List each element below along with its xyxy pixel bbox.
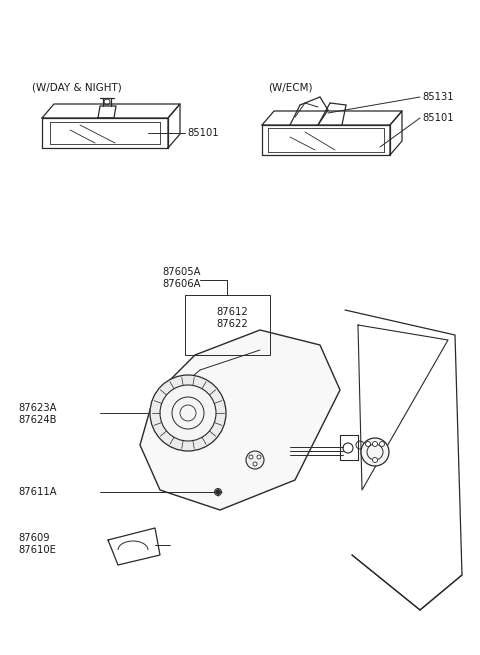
Circle shape <box>150 375 226 451</box>
Text: 87624B: 87624B <box>18 415 57 425</box>
Text: (W/ECM): (W/ECM) <box>268 83 312 93</box>
Text: (W/DAY & NIGHT): (W/DAY & NIGHT) <box>32 83 122 93</box>
Circle shape <box>257 455 261 459</box>
Text: 87610E: 87610E <box>18 545 56 555</box>
Circle shape <box>372 457 377 462</box>
Bar <box>185 295 270 355</box>
Text: 87612: 87612 <box>216 307 248 317</box>
Text: 87611A: 87611A <box>18 487 57 497</box>
Text: 87623A: 87623A <box>18 403 57 413</box>
Text: 87605A: 87605A <box>162 267 201 277</box>
Text: 87622: 87622 <box>216 319 248 329</box>
Text: 85131: 85131 <box>422 92 454 102</box>
Circle shape <box>246 451 264 469</box>
Circle shape <box>253 462 257 466</box>
Text: 87606A: 87606A <box>162 279 201 289</box>
Polygon shape <box>140 330 340 510</box>
Circle shape <box>380 441 384 447</box>
Circle shape <box>160 385 216 441</box>
Circle shape <box>372 441 377 447</box>
Circle shape <box>365 441 371 447</box>
Text: 85101: 85101 <box>187 128 218 138</box>
Circle shape <box>216 489 220 495</box>
Circle shape <box>249 455 253 459</box>
Text: 87609: 87609 <box>18 533 49 543</box>
Circle shape <box>361 438 389 466</box>
Text: 85101: 85101 <box>422 113 454 123</box>
